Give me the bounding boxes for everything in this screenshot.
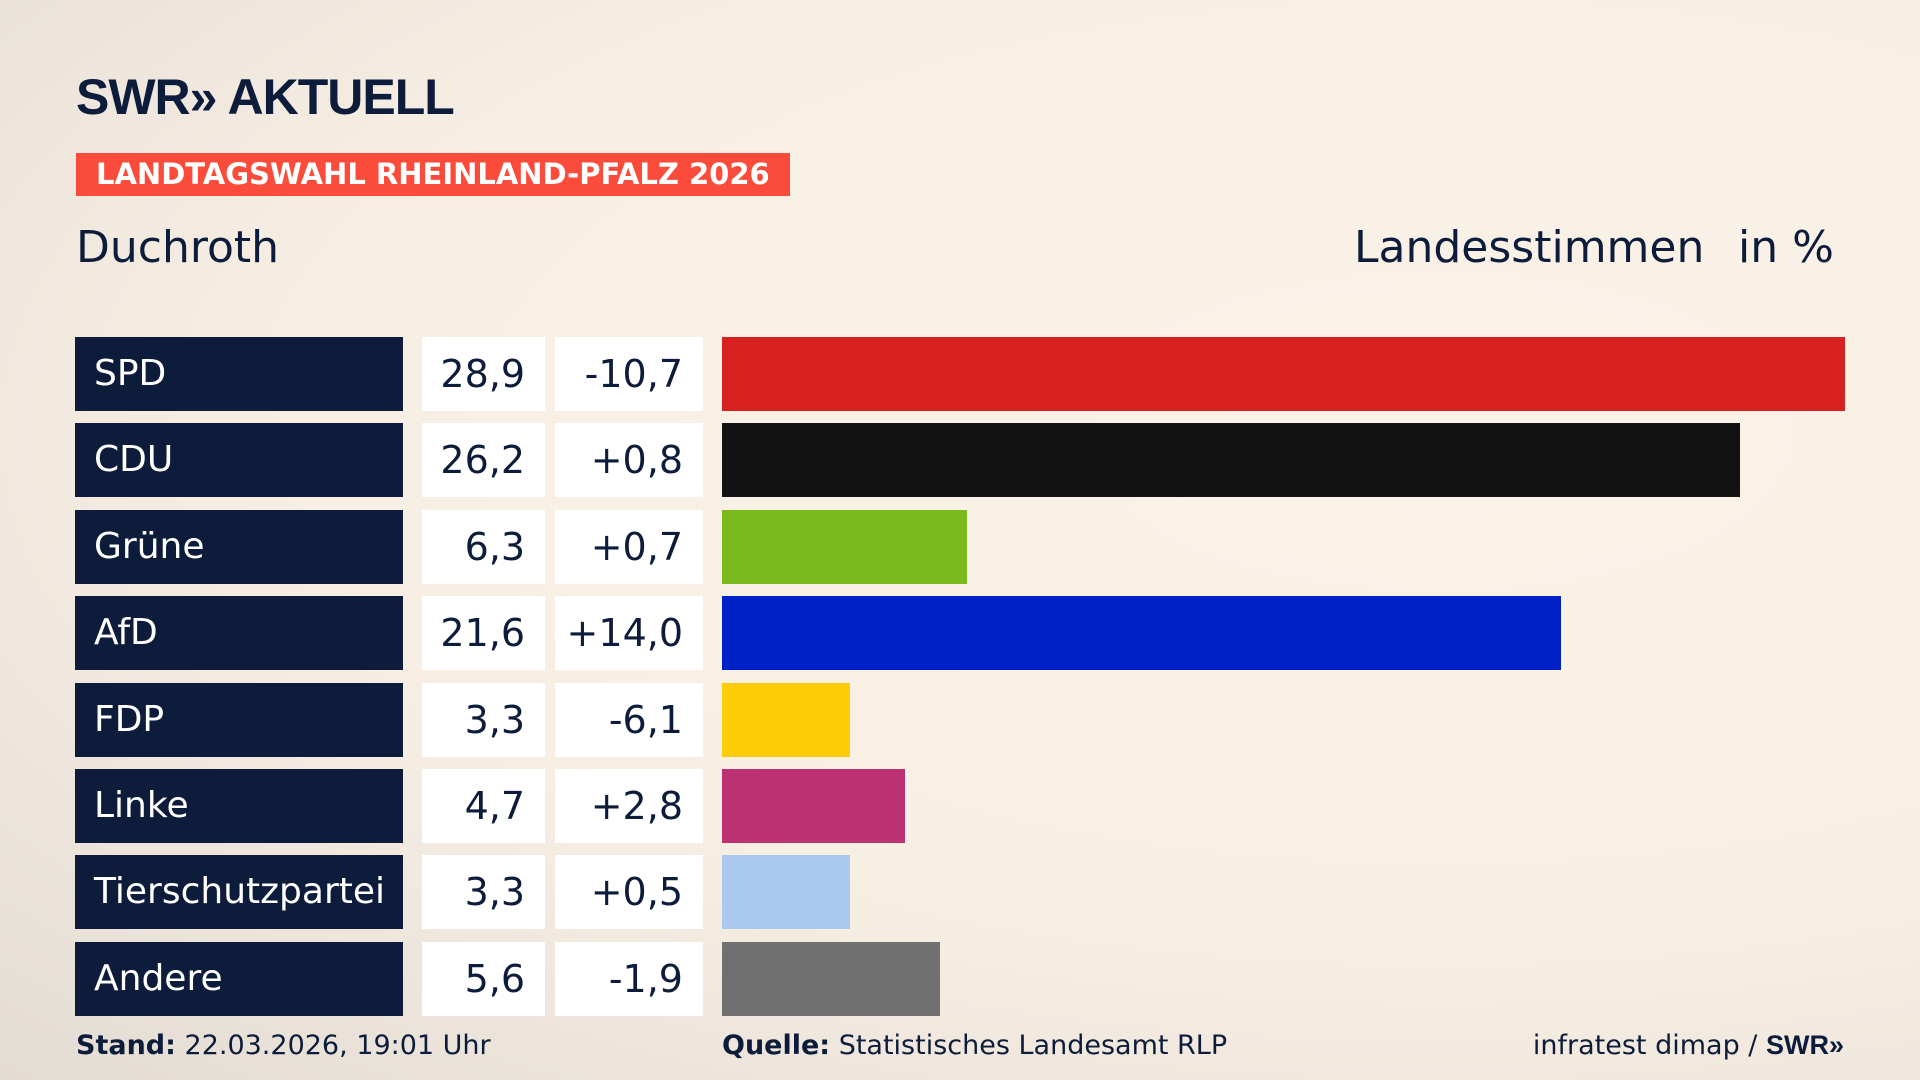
diff-label: +14,0 (555, 596, 703, 671)
diff-label: +0,5 (555, 855, 703, 930)
value-label: 4,7 (422, 769, 545, 843)
value-label: 3,3 (422, 682, 545, 757)
value-label: 6,3 (422, 509, 545, 584)
value-label: 5,6 (422, 941, 545, 1016)
unit-label: in % (1738, 222, 1834, 273)
bar (722, 682, 851, 757)
source-value: Statistisches Landesamt RLP (838, 1030, 1228, 1061)
stand-value: 22.03.2026, 19:01 Uhr (184, 1030, 491, 1061)
value-label: 3,3 (422, 855, 545, 930)
value-label: 21,6 (422, 596, 545, 671)
credit-text: infratest dimap / (1532, 1030, 1766, 1061)
bar (722, 769, 905, 843)
diff-label: -10,7 (555, 337, 703, 411)
party-label: Linke (75, 769, 403, 843)
diff-label: +0,7 (555, 509, 703, 584)
value-label: 26,2 (422, 423, 545, 498)
bar (722, 941, 940, 1016)
credit: infratest dimap / SWR» (1533, 1030, 1844, 1061)
diff-label: -1,9 (555, 941, 703, 1016)
bar (722, 423, 1741, 498)
source: Quelle: Statistisches Landesamt RLP (722, 1030, 1227, 1061)
source-label: Quelle: (722, 1030, 831, 1061)
party-label: Tierschutzpartei (75, 855, 403, 930)
election-banner: LANDTAGSWAHL RHEINLAND-PFALZ 2026 (76, 153, 790, 196)
party-label: AfD (75, 596, 403, 671)
diff-label: +0,8 (555, 423, 703, 498)
swr-aktuell-logo: SWR» AKTUELL (76, 69, 455, 125)
party-label: FDP (75, 682, 403, 757)
bar (722, 596, 1562, 671)
timestamp: Stand: 22.03.2026, 19:01 Uhr (76, 1030, 491, 1061)
diff-label: -6,1 (555, 682, 703, 757)
column-label: Landesstimmen (1354, 222, 1705, 273)
bar (722, 855, 851, 930)
party-label: Grüne (75, 509, 403, 584)
place-title: Duchroth (76, 222, 280, 273)
diff-label: +2,8 (555, 769, 703, 843)
value-label: 28,9 (422, 337, 545, 411)
party-label: CDU (75, 423, 403, 498)
bar (722, 509, 967, 584)
swr-logo: SWR» (1765, 1030, 1844, 1060)
stand-label: Stand: (76, 1030, 176, 1061)
bar (722, 337, 1845, 411)
party-label: Andere (75, 941, 403, 1016)
party-label: SPD (75, 337, 403, 411)
